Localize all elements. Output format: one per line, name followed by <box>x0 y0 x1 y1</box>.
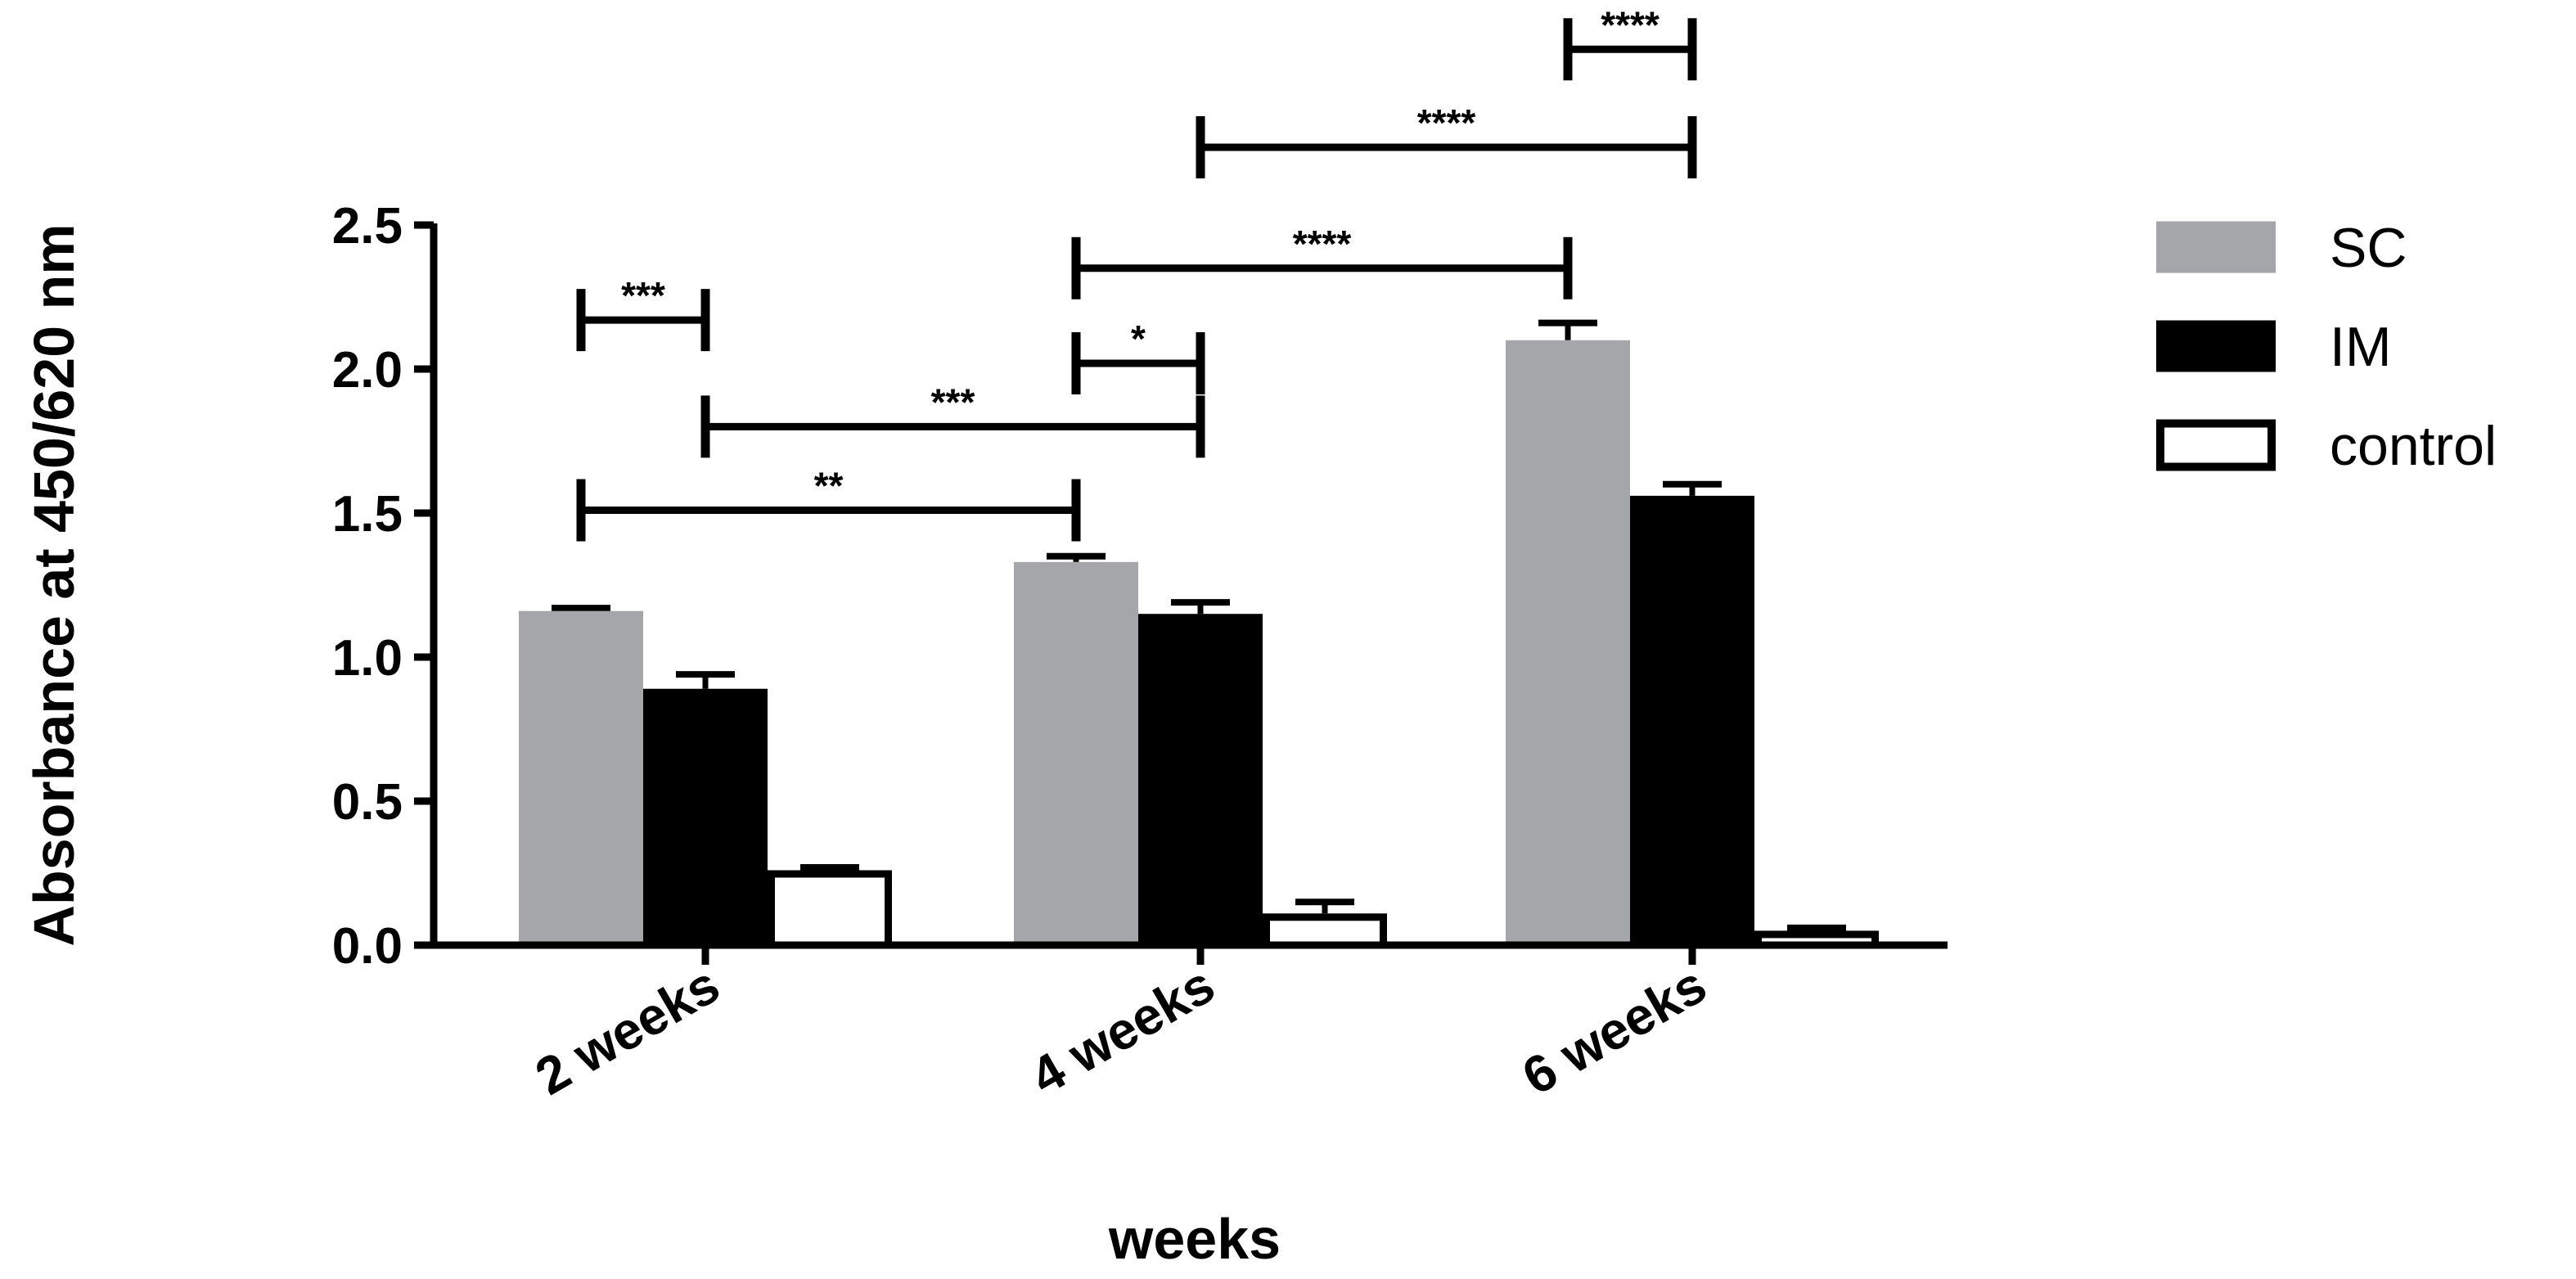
significance-label: *** <box>931 381 975 423</box>
bar-control-4-weeks <box>1263 913 1387 949</box>
y-tick-label: 0.0 <box>332 918 403 975</box>
x-axis-title: weeks <box>1108 1207 1281 1271</box>
bar-control-2-weeks <box>768 870 892 949</box>
bar-im-4-weeks <box>1138 614 1263 945</box>
bar-sc-6-weeks <box>1506 340 1630 945</box>
y-axis-title: Absorbance at 450/620 nm <box>22 223 86 946</box>
significance-label: * <box>1131 317 1146 360</box>
bar-sc-4-weeks <box>1014 561 1138 945</box>
significance-label: **** <box>1417 101 1476 144</box>
x-tick-label: 4 weeks <box>1020 955 1224 1106</box>
significance-label: **** <box>1601 3 1660 46</box>
bar-sc-2-weeks <box>519 610 643 945</box>
significance-label: **** <box>1293 223 1352 265</box>
legend: SC IM control <box>2156 217 2497 477</box>
bar-im-2-weeks <box>643 688 768 945</box>
y-tick-label: 2.0 <box>332 342 403 399</box>
significance-label: ** <box>814 464 844 507</box>
legend-label-sc: SC <box>2330 217 2407 279</box>
legend-swatch-sc <box>2156 221 2276 273</box>
legend-label-im: IM <box>2330 316 2392 378</box>
x-tick-label: 2 weeks <box>525 955 729 1106</box>
y-tick-label: 2.5 <box>332 198 403 254</box>
legend-label-control: control <box>2330 415 2497 477</box>
significance-label: *** <box>621 274 665 317</box>
y-tick-label: 1.0 <box>332 630 403 687</box>
bars <box>519 319 1879 949</box>
legend-swatch-im <box>2156 320 2276 372</box>
y-tick-label: 0.5 <box>332 774 403 831</box>
legend-swatch-control <box>2156 419 2276 471</box>
bar-im-6-weeks <box>1630 495 1754 945</box>
y-tick-label: 1.5 <box>332 486 403 543</box>
significance-brackets: ********************* <box>576 3 1697 542</box>
x-tick-label: 6 weeks <box>1512 955 1716 1106</box>
